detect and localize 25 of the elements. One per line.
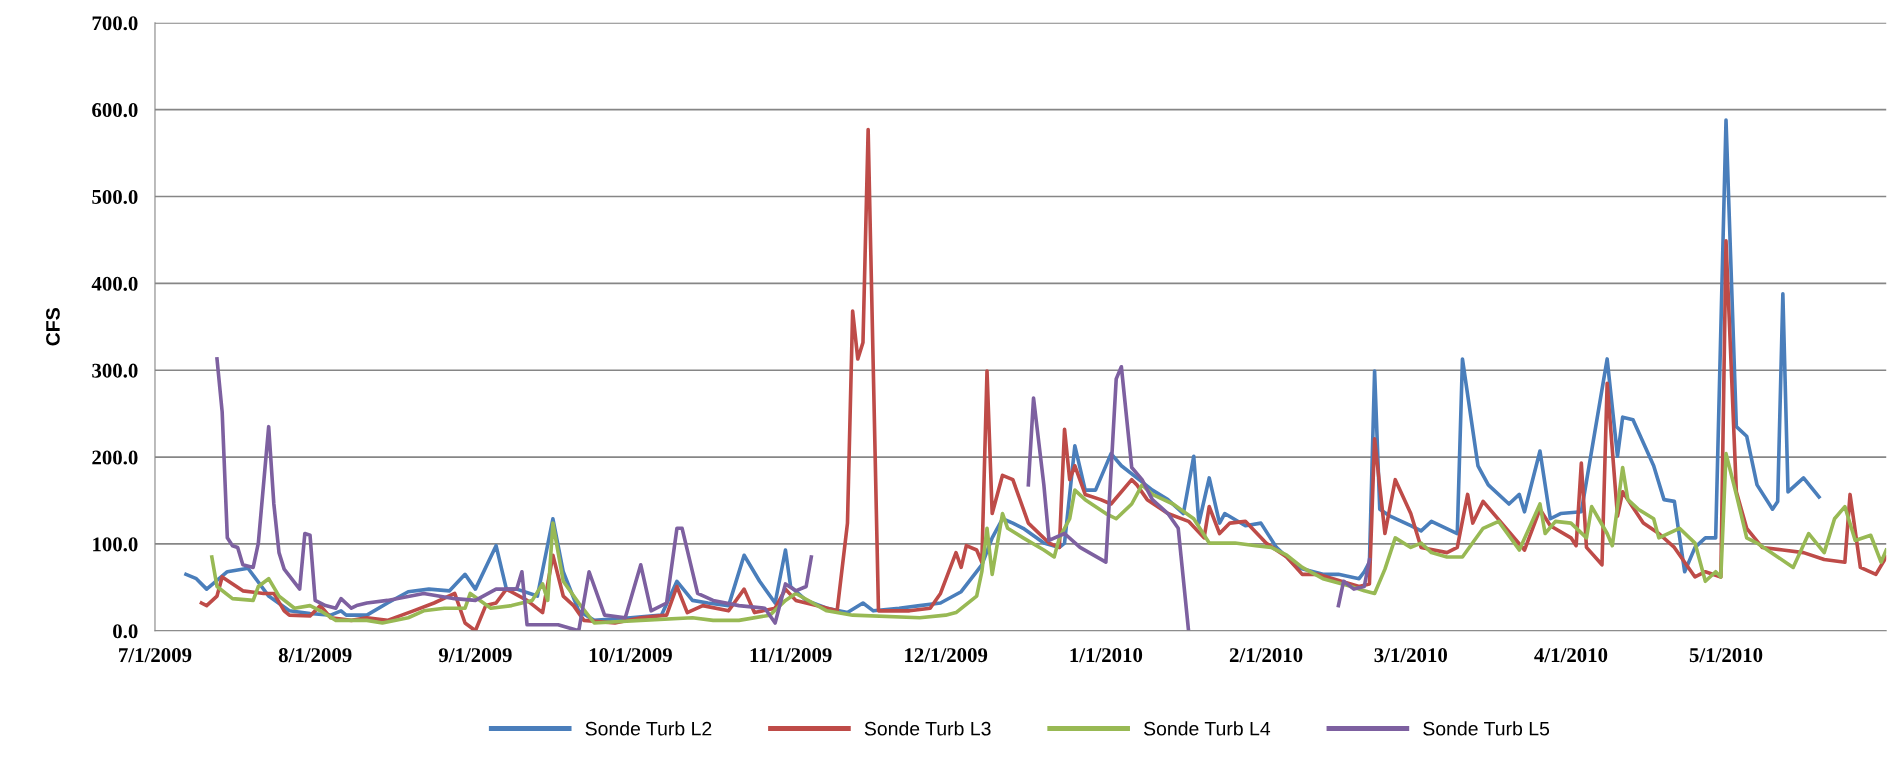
legend-label: Sonde Turb L4 xyxy=(1143,721,1271,736)
x-tick-label: 10/1/2009 xyxy=(589,648,672,663)
line-series xyxy=(210,451,1887,625)
legend-label: Sonde Turb L2 xyxy=(585,721,712,736)
x-tick-label: 1/1/2010 xyxy=(1070,648,1143,663)
x-tick-label: 5/1/2010 xyxy=(1689,648,1763,663)
x-tick-label: 11/1/2009 xyxy=(750,648,832,663)
x-tick-label: 4/1/2010 xyxy=(1534,648,1608,663)
legend-label: Sonde Turb L5 xyxy=(1423,721,1550,736)
y-tick-label: 700.0 xyxy=(92,16,138,31)
y-tick-label: 600.0 xyxy=(92,103,138,118)
x-tick-label: 2/1/2010 xyxy=(1229,648,1303,663)
y-tick-label: 200.0 xyxy=(92,450,138,465)
y-tick-label: 400.0 xyxy=(91,276,138,291)
y-tick-label: 500.0 xyxy=(92,189,138,205)
x-tick-label: 8/1/2009 xyxy=(278,648,352,663)
legend-label: Sonde Turb L3 xyxy=(864,721,991,736)
y-tick-label: 300.0 xyxy=(92,363,138,378)
x-tick-label: 9/1/2009 xyxy=(438,648,512,663)
x-tick-label: 12/1/2009 xyxy=(905,648,988,663)
y-tick-label: 0.0 xyxy=(113,624,138,639)
x-tick-label: 7/1/2009 xyxy=(119,648,192,663)
y-tick-label: 100.0 xyxy=(93,537,138,552)
y-axis-title: CFS xyxy=(46,308,60,346)
x-tick-label: 3/1/2010 xyxy=(1374,648,1448,663)
